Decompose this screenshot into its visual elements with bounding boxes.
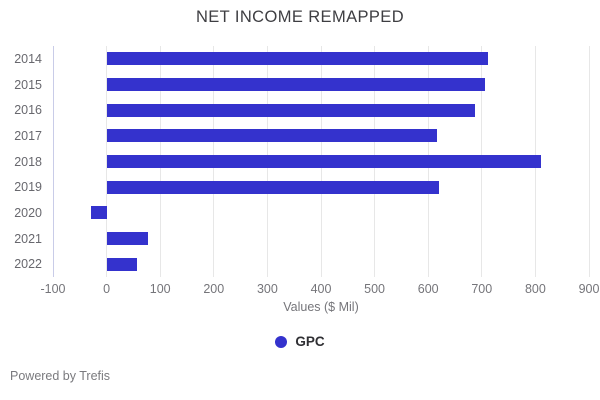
x-axis-tick-label: -100 [40, 282, 66, 296]
x-axis-tick-label: 100 [149, 282, 171, 296]
bar-2016[interactable] [106, 103, 475, 117]
x-axis-tick-label: 900 [578, 282, 600, 296]
bar-2022[interactable] [106, 257, 138, 271]
y-axis-label-2019: 2019 [14, 180, 42, 195]
powered-by-trefis: Powered by Trefis [10, 369, 111, 383]
x-axis-tick-label: 0 [103, 282, 111, 296]
bar-2018[interactable] [106, 155, 541, 168]
y-axis-label-2021: 2021 [14, 231, 42, 246]
x-axis-tick-label: 400 [310, 282, 332, 296]
bar-2015[interactable] [106, 78, 485, 91]
legend-label: GPC [295, 334, 325, 349]
y-axis-label-2015: 2015 [14, 77, 42, 92]
x-axis-tick-label: 600 [417, 282, 439, 296]
y-axis-label-2014: 2014 [14, 51, 42, 66]
bar-2021[interactable] [106, 232, 149, 245]
bar-2017[interactable] [106, 129, 438, 143]
x-axis-tick-label: 200 [203, 282, 225, 296]
bar-2019[interactable] [106, 180, 440, 194]
x-axis-tick-label: 700 [471, 282, 493, 296]
gridline [52, 46, 54, 277]
y-axis-label-2022: 2022 [14, 257, 42, 272]
y-axis-label-2016: 2016 [14, 103, 42, 118]
legend-dot-icon [275, 335, 288, 348]
y-axis-label-2018: 2018 [14, 154, 42, 169]
plot-area [52, 46, 590, 277]
x-axis-tick-label: 800 [524, 282, 546, 296]
gridline [588, 46, 590, 277]
bar-2014[interactable] [106, 52, 488, 66]
x-axis-tick-label: 500 [364, 282, 386, 296]
x-axis-tick-label: 300 [256, 282, 278, 296]
legend: GPC [0, 334, 600, 349]
y-axis-label-2020: 2020 [14, 205, 42, 220]
y-axis-label-2017: 2017 [14, 128, 42, 143]
legend-item-gpc[interactable]: GPC [275, 334, 325, 349]
chart-title: NET INCOME REMAPPED [195, 8, 405, 26]
bar-2020[interactable] [91, 206, 107, 220]
x-axis-title: Values ($ Mil) [283, 300, 359, 314]
